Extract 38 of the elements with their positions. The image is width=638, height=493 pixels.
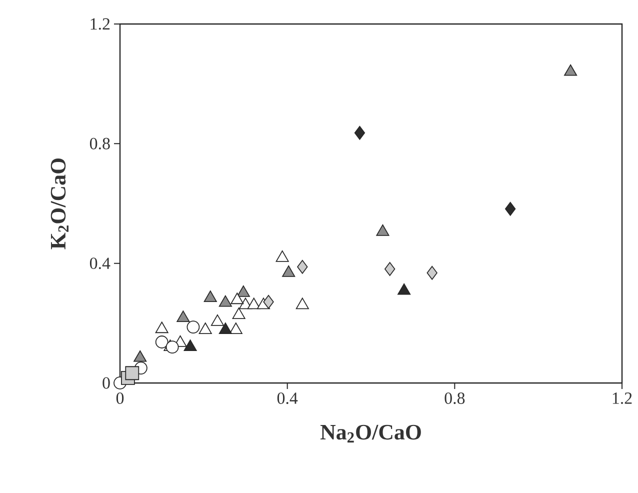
point — [155, 336, 168, 348]
x-tick-label: 0.8 — [444, 392, 465, 404]
point — [296, 298, 309, 310]
y-axis-title: K$_{2}$O/CaO — [50, 158, 68, 250]
point — [276, 250, 289, 262]
point — [376, 224, 390, 236]
point — [263, 294, 274, 309]
point — [166, 340, 179, 354]
point — [184, 340, 197, 352]
point — [210, 314, 224, 326]
point — [218, 322, 232, 334]
point — [229, 322, 242, 334]
point — [384, 262, 396, 276]
y-tick-label: 0.4 — [90, 258, 110, 270]
y-tick-label: 0.8 — [90, 138, 110, 150]
y-tick-label: 0 — [102, 377, 110, 389]
point — [230, 292, 244, 304]
point — [398, 283, 411, 295]
point — [125, 366, 140, 380]
point — [186, 320, 200, 334]
x-tick-label: 0.4 — [277, 392, 298, 404]
point — [218, 295, 232, 307]
point — [134, 350, 147, 362]
point — [236, 285, 250, 297]
point — [198, 322, 212, 334]
point — [176, 310, 190, 322]
point — [232, 308, 246, 320]
point — [426, 266, 438, 280]
point — [247, 298, 260, 310]
point — [297, 260, 308, 274]
point — [204, 290, 217, 302]
x-axis-title: Na$_{2}$O/CaO — [320, 424, 421, 442]
point — [155, 322, 168, 334]
y-tick-label: 1.2 — [90, 18, 110, 30]
x-tick-label: 0 — [116, 392, 124, 404]
point — [564, 64, 578, 76]
point — [282, 265, 296, 277]
x-tick-label: 1.2 — [612, 392, 632, 404]
